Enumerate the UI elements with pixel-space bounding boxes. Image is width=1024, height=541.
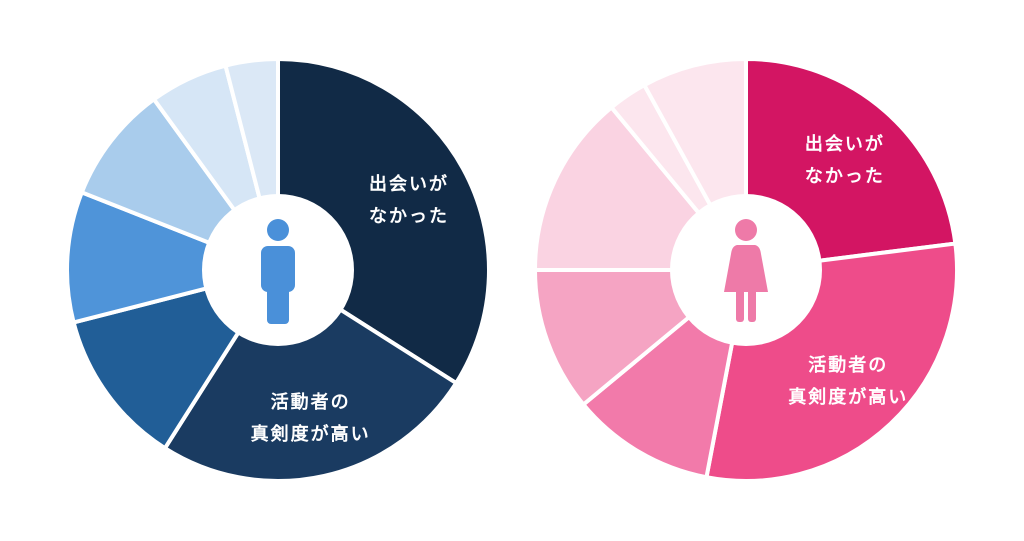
male-slice-1-label: 出会いがなかった (369, 173, 449, 227)
female-slice-1-label-line-2: なかった (805, 166, 885, 187)
male-slice-1-label-line-1: 出会いが (369, 173, 449, 195)
female-person-icon (724, 219, 768, 322)
female-slice-1-label: 出会いがなかった (805, 133, 885, 187)
female-slice-2-label: 活動者の真剣度が高い (788, 354, 908, 408)
male-slice-4 (65, 190, 280, 325)
male-slice-2-label-line-1: 活動者の (271, 391, 351, 413)
male-person-icon (261, 219, 295, 324)
male-slice-2 (162, 268, 459, 483)
male-slice-2-label-line-2: 真剣度が高い (251, 423, 371, 445)
female-slice-2-label-line-1: 活動者の (808, 354, 888, 376)
female-slice-1-label-line-1: 出会いが (805, 133, 885, 155)
male-slice-2-label: 活動者の真剣度が高い (251, 391, 371, 445)
male-slice-1-label-line-2: なかった (369, 206, 449, 227)
female-slice-2-label-line-2: 真剣度が高い (788, 386, 908, 408)
